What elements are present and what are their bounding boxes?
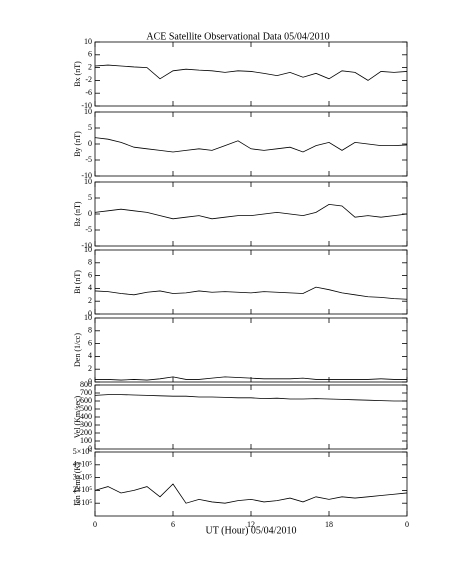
y-axis-label: Bx (nT) bbox=[73, 61, 82, 87]
y-tick-label: 4×10⁵ bbox=[73, 460, 93, 469]
y-tick-label: 700 bbox=[80, 388, 92, 397]
y-tick-label: 6 bbox=[88, 50, 92, 59]
y-tick-label: 4 bbox=[88, 351, 92, 360]
panel-frame bbox=[94, 41, 408, 107]
y-tick-label: 400 bbox=[80, 412, 92, 421]
y-tick-label: -2 bbox=[85, 75, 92, 84]
x-tick-label: 12 bbox=[247, 520, 255, 529]
y-tick-label: 8 bbox=[88, 258, 92, 267]
x-tick-label: 6 bbox=[171, 520, 175, 529]
data-line bbox=[94, 286, 408, 300]
y-tick-label: -5 bbox=[85, 225, 92, 234]
y-axis-label: Den (1/cc) bbox=[73, 333, 82, 367]
panel-frame bbox=[94, 451, 408, 517]
y-tick-label: -6 bbox=[85, 88, 92, 97]
y-tick-label: 2 bbox=[88, 364, 92, 373]
y-tick-label: 200 bbox=[80, 428, 92, 437]
y-tick-label: 3×10⁵ bbox=[73, 472, 93, 481]
y-tick-label: -10 bbox=[81, 241, 92, 250]
data-line bbox=[94, 394, 407, 402]
y-tick-label: 0 bbox=[88, 377, 92, 386]
y-tick-label: 10 bbox=[84, 313, 92, 322]
x-tick-label: 0 bbox=[405, 520, 409, 529]
y-axis-label: Ion Temp (K) bbox=[73, 462, 82, 506]
y-tick-label: 5 bbox=[88, 193, 92, 202]
y-tick-label: 6 bbox=[88, 338, 92, 347]
y-tick-label: 2×10⁵ bbox=[73, 485, 93, 494]
y-tick-label: 2 bbox=[88, 296, 92, 305]
y-tick-label: -5 bbox=[85, 155, 92, 164]
data-line bbox=[94, 483, 408, 504]
y-tick-label: 10 bbox=[84, 107, 92, 116]
y-axis-label: By (nT) bbox=[73, 131, 82, 157]
y-tick-label: 10 bbox=[84, 37, 92, 46]
data-line bbox=[94, 64, 408, 81]
y-tick-label: 5×10⁵ bbox=[73, 447, 93, 456]
data-line bbox=[95, 376, 407, 381]
y-tick-label: 1×10⁵ bbox=[73, 498, 93, 507]
panel-frame bbox=[94, 181, 408, 247]
y-tick-label: 800 bbox=[80, 380, 92, 389]
x-tick-label: 0 bbox=[93, 520, 97, 529]
y-tick-label: 4 bbox=[88, 283, 92, 292]
y-tick-label: 5 bbox=[88, 123, 92, 132]
panel-frame bbox=[94, 111, 408, 177]
y-axis-label: Bz (nT) bbox=[73, 201, 82, 226]
y-tick-label: 10 bbox=[84, 245, 92, 254]
y-axis-label: Bt (nT) bbox=[73, 270, 82, 294]
x-axis-label: UT (Hour) 05/04/2010 bbox=[206, 525, 297, 536]
y-tick-label: 10 bbox=[84, 177, 92, 186]
y-tick-label: 2 bbox=[88, 62, 92, 71]
y-tick-label: 0 bbox=[88, 139, 92, 148]
y-tick-label: 500 bbox=[80, 404, 92, 413]
y-tick-label: -10 bbox=[81, 101, 92, 110]
y-tick-label: 6 bbox=[88, 270, 92, 279]
panel-frame bbox=[94, 317, 408, 383]
y-tick-label: 0 bbox=[88, 309, 92, 318]
y-tick-label: 0 bbox=[88, 209, 92, 218]
panel-frame bbox=[94, 249, 408, 315]
y-tick-label: 100 bbox=[80, 436, 92, 445]
y-tick-label: -10 bbox=[81, 171, 92, 180]
y-tick-label: 600 bbox=[80, 396, 92, 405]
y-tick-label: 0 bbox=[88, 444, 92, 453]
y-tick-label: 8 bbox=[88, 326, 92, 335]
data-line bbox=[94, 203, 408, 220]
data-line bbox=[94, 137, 408, 153]
chart-title: ACE Satellite Observational Data 05/04/2… bbox=[146, 31, 329, 42]
panel-frame bbox=[94, 384, 408, 450]
y-axis-label: Vel (Km/sec) bbox=[73, 395, 82, 438]
x-tick-label: 18 bbox=[325, 520, 333, 529]
y-tick-label: 300 bbox=[80, 420, 92, 429]
